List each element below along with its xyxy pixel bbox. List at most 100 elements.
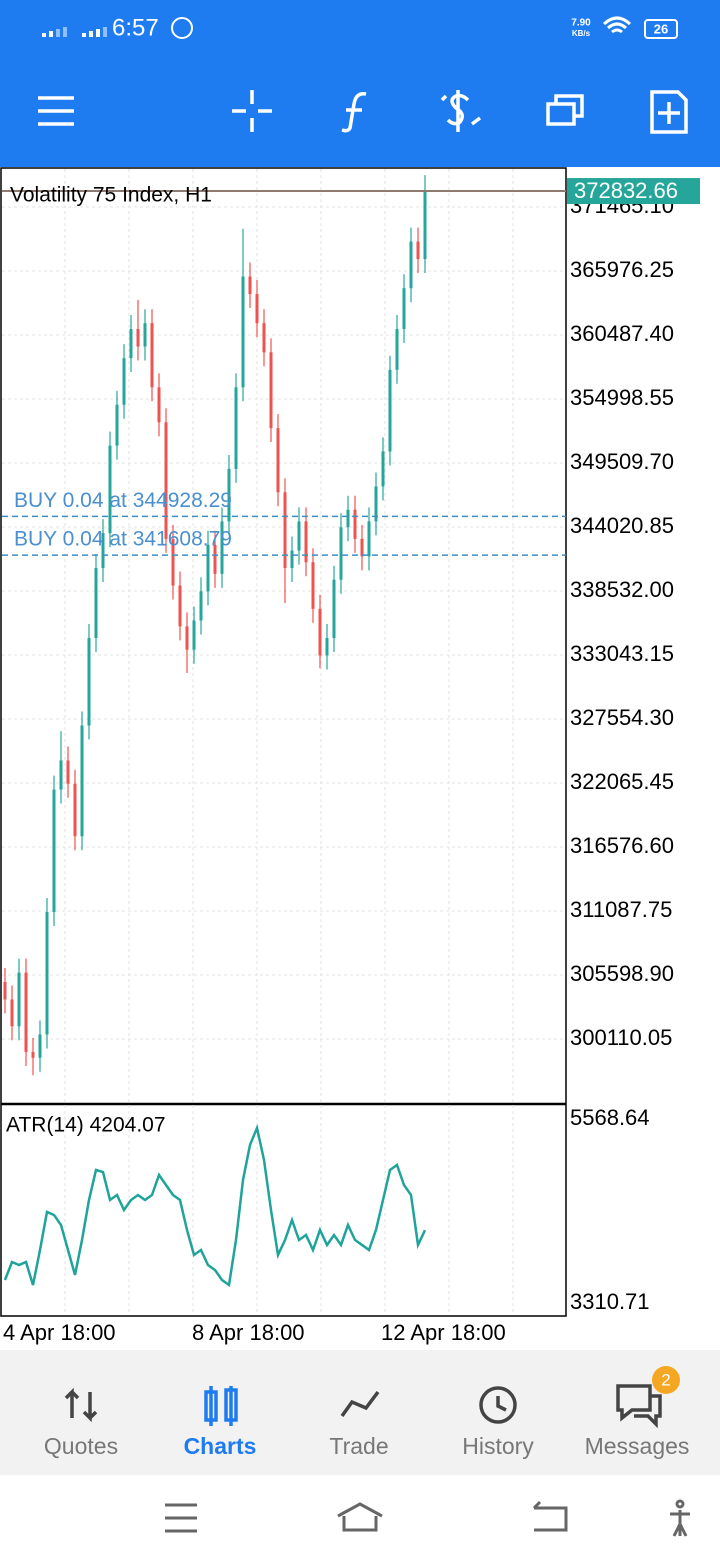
y-tick-label: 333043.15 (570, 641, 674, 666)
candle-body (80, 725, 84, 837)
windows-button[interactable] (546, 94, 584, 126)
crosshair-button[interactable] (232, 90, 272, 132)
price-box (567, 178, 700, 205)
candle-body (374, 486, 378, 522)
candle-body (423, 191, 427, 260)
candle-body (192, 620, 196, 650)
candle-body (332, 579, 336, 639)
candle-body (388, 369, 392, 452)
candle-body (150, 323, 154, 388)
candle-body (255, 294, 259, 324)
trade-label: BUY 0.04 at 341608.79 (14, 528, 232, 551)
candle-body (66, 760, 70, 784)
x-tick-label: 8 Apr 18:00 (192, 1320, 305, 1345)
charts: 371465.10365976.25360487.40354998.553495… (2, 169, 700, 1345)
candle-body (73, 783, 77, 837)
candle-body (3, 981, 7, 1000)
nav-label[interactable]: Quotes (44, 1433, 118, 1459)
candle-body (290, 550, 294, 569)
battery-icon (644, 19, 678, 39)
back-button[interactable] (532, 1500, 568, 1532)
candle-body (199, 591, 203, 621)
atr-line (3, 1123, 427, 1288)
y-tick-label: 305598.90 (570, 961, 674, 986)
candle-body (402, 288, 406, 330)
candle-body (178, 585, 182, 627)
badge-count: 2 (661, 1370, 670, 1389)
home-button[interactable] (337, 1502, 383, 1532)
menu-button[interactable] (38, 96, 74, 126)
y-tick-label: 344020.85 (570, 513, 674, 538)
candle-body (213, 544, 217, 574)
system-nav (165, 1499, 690, 1537)
charts-icon (204, 1386, 238, 1426)
y-tick-label: 5568.64 (570, 1105, 650, 1130)
candle-body (367, 521, 371, 557)
candle-body (269, 352, 273, 429)
y-tick-label: 322065.45 (570, 769, 674, 794)
candle-body (381, 451, 385, 487)
candle-body (283, 492, 287, 569)
candle-body (136, 329, 140, 347)
candle-body (409, 241, 413, 289)
app-bar (0, 0, 720, 167)
candle-body (395, 329, 399, 370)
chart-frame (0, 167, 567, 1317)
candle-body (31, 1051, 35, 1058)
wifi-icon (602, 16, 632, 34)
candle-body (353, 509, 357, 539)
y-tick-label: 311087.75 (570, 897, 672, 922)
net-unit: KB/s (572, 29, 591, 38)
indicator-title: ATR(14) 4204.07 (6, 1114, 166, 1137)
history-icon (479, 1386, 517, 1424)
badge (652, 1366, 680, 1394)
nav-label[interactable]: Charts (184, 1433, 257, 1459)
candle-body (325, 638, 329, 656)
chart-title: Volatility 75 Index, H1 (10, 184, 212, 207)
y-tick-label: 327554.30 (570, 705, 674, 730)
battery-level: 26 (654, 21, 668, 36)
candle-body (122, 358, 126, 405)
trade-button[interactable] (440, 90, 482, 132)
y-tick-label: 349509.70 (570, 449, 674, 474)
candle-body (129, 329, 133, 359)
candle-body (171, 538, 175, 586)
nav-label[interactable]: History (462, 1433, 534, 1459)
candle-body (276, 428, 280, 493)
net-speed: 7.90 (571, 18, 591, 29)
signal-icons (42, 17, 193, 39)
nav-label[interactable]: Trade (329, 1433, 388, 1459)
candle-body (311, 562, 315, 609)
candle-body (87, 638, 91, 726)
y-tick-label: 360487.40 (570, 321, 674, 346)
candle-body (115, 404, 119, 446)
candle-body (10, 999, 14, 1027)
indicators-button[interactable] (341, 91, 367, 133)
candle-body (45, 912, 49, 1035)
current-price: 372832.66 (574, 178, 678, 203)
candle-body (101, 533, 105, 569)
nav-label[interactable]: Messages (585, 1433, 690, 1459)
candle-body (416, 241, 420, 260)
recents-button[interactable] (165, 1503, 197, 1533)
candle-body (360, 538, 364, 557)
candle-body (52, 789, 56, 913)
bottom-nav (0, 1350, 720, 1475)
candle-body (318, 608, 322, 656)
candle-body (108, 445, 112, 534)
x-tick-label: 4 Apr 18:00 (3, 1320, 116, 1345)
accessibility-button[interactable] (670, 1510, 690, 1537)
trade-label: BUY 0.04 at 344928.29 (14, 489, 232, 512)
new-order-button[interactable] (650, 90, 688, 134)
messages-icon (616, 1384, 662, 1429)
candle-body (157, 387, 161, 423)
candle-body (143, 323, 147, 347)
x-tick-label: 12 Apr 18:00 (381, 1320, 506, 1345)
candle-body (38, 1034, 42, 1058)
candle-body (185, 626, 189, 650)
y-tick-label: 3310.71 (570, 1289, 650, 1314)
candle-body (17, 972, 21, 1027)
candle-body (94, 568, 98, 639)
candle-body (234, 387, 238, 469)
